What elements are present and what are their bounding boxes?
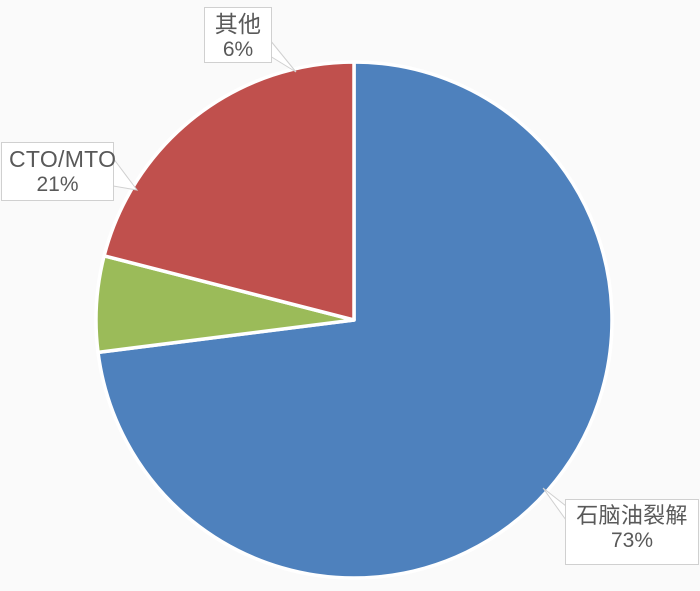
- data-label-ctomto-value: 21%: [36, 173, 79, 197]
- data-label-naphtha-value: 73%: [610, 529, 654, 553]
- data-label-ctomto-name: CTO/MTO: [9, 146, 117, 172]
- data-label-other[interactable]: 其他 6%: [204, 7, 272, 63]
- data-label-other-value: 6%: [222, 38, 254, 62]
- data-label-other-name: 其他: [214, 11, 262, 37]
- data-label-ctomto[interactable]: CTO/MTO 21%: [1, 142, 117, 201]
- pie-slice-3[interactable]: [102, 60, 356, 322]
- pie-slices-group: [94, 60, 614, 580]
- data-label-naphtha-name: 石脑油裂解: [576, 503, 688, 528]
- data-label-naphtha[interactable]: 石脑油裂解 73%: [565, 499, 699, 565]
